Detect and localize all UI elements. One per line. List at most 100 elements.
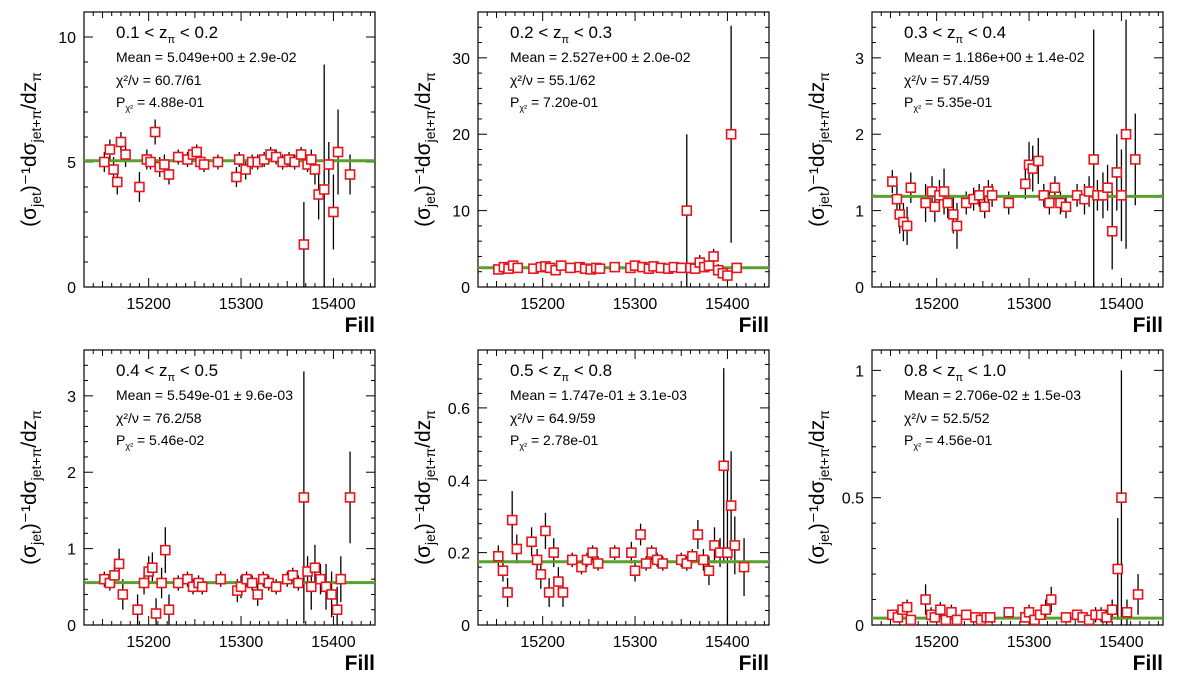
y-tick-label: 1	[855, 204, 864, 221]
data-point	[708, 251, 719, 262]
stat-pvalue: Pχ² = 4.56e-01	[904, 432, 993, 451]
data-point	[506, 514, 518, 526]
title-subscript: π	[168, 34, 176, 46]
data-point	[298, 239, 310, 250]
y-tick-label: 0	[461, 618, 470, 635]
data-point	[565, 262, 576, 274]
data-point	[511, 543, 523, 555]
data-point	[1003, 197, 1015, 209]
data-point	[901, 220, 913, 232]
data-point	[935, 604, 946, 616]
data-point	[120, 149, 131, 160]
ylabel-text: (σ	[412, 545, 435, 565]
ylabel-subscript: jet+π	[422, 109, 438, 143]
p-subscript: χ²	[519, 103, 527, 113]
stat-mean: Mean = 2.527e+00 ± 2.0e-02	[510, 49, 691, 65]
data-point	[1049, 182, 1061, 193]
data-point	[172, 151, 184, 163]
data-point	[722, 547, 733, 558]
x-tick-label: 15200	[126, 634, 171, 651]
data-point	[553, 576, 564, 587]
p-label: P	[116, 94, 125, 110]
data-point	[703, 565, 715, 577]
p-subscript: χ²	[519, 441, 527, 451]
data-point	[703, 260, 715, 271]
data-point	[212, 156, 224, 168]
stat-pvalue: Pχ² = 7.20e-01	[510, 94, 599, 113]
y-tick-label: 0	[461, 280, 470, 297]
data-point	[318, 184, 330, 195]
p-label: P	[116, 432, 125, 448]
data-point	[246, 577, 258, 589]
stat-mean: Mean = 5.049e+00 ± 2.9e-02	[116, 49, 297, 65]
data-point	[309, 562, 321, 574]
data-point	[497, 565, 509, 577]
data-point	[138, 577, 150, 589]
x-axis-title: Fill	[345, 652, 375, 675]
data-point	[344, 169, 356, 180]
data-point	[1088, 154, 1100, 165]
y-axis-title: (σjet)⁻¹dσjet+π/dzπ	[412, 72, 438, 227]
y-tick-label: 0	[855, 280, 864, 297]
x-tick-label: 15200	[520, 634, 565, 651]
data-layer	[478, 25, 769, 287]
stat-mean: Mean = 1.747e-01 ± 3.1e-03	[510, 387, 687, 403]
ylabel-subscript: π	[422, 410, 438, 420]
y-tick-label: 0.5	[842, 491, 864, 508]
data-point	[235, 581, 247, 593]
stat-mean: Mean = 5.549e-01 ± 9.6e-03	[116, 387, 293, 403]
p-value: = 4.88e-01	[133, 94, 204, 110]
stat-pvalue: Pχ² = 5.35e-01	[904, 94, 993, 113]
data-point	[1102, 182, 1113, 193]
data-point	[149, 126, 161, 138]
y-tick-label: 0.2	[448, 546, 470, 563]
title-text: < 0.8	[569, 361, 612, 380]
ylabel-subscript: jet+π	[28, 447, 44, 481]
data-point	[109, 570, 120, 581]
data-point	[332, 146, 344, 158]
p-value: = 7.20e-01	[527, 94, 598, 110]
y-tick-label: 10	[58, 30, 76, 47]
data-point	[1040, 604, 1051, 616]
data-layer	[84, 371, 375, 625]
data-point	[104, 144, 116, 155]
data-point	[675, 262, 687, 274]
data-point	[905, 182, 917, 193]
data-point	[252, 589, 263, 600]
data-point	[1132, 589, 1144, 600]
data-layer	[478, 368, 769, 625]
data-point	[698, 554, 709, 566]
ylabel-subscript: π	[422, 72, 438, 82]
x-tick-label: 15300	[613, 296, 658, 313]
data-point	[947, 209, 959, 220]
ylabel-subscript: jet	[422, 192, 438, 208]
x-tick-label: 15200	[914, 296, 959, 313]
data-point	[335, 573, 347, 585]
data-point	[594, 263, 606, 274]
data-point	[901, 601, 913, 613]
data-point	[681, 205, 693, 216]
y-tick-label: 0	[67, 618, 76, 635]
data-point	[920, 594, 931, 605]
data-point	[725, 128, 737, 140]
p-subscript: χ²	[913, 441, 921, 451]
ylabel-text: /dz	[412, 82, 435, 110]
title-subscript: π	[562, 34, 570, 46]
ylabel-text: (σ	[412, 207, 435, 227]
p-label: P	[904, 94, 913, 110]
data-point	[646, 547, 657, 558]
data-point	[323, 159, 335, 170]
panel-title: 0.2 < zπ < 0.3	[510, 23, 612, 46]
p-value: = 5.35e-01	[921, 94, 992, 110]
x-axis-title: Fill	[1133, 652, 1163, 675]
data-point	[725, 500, 737, 511]
ylabel-text: /dz	[806, 82, 829, 110]
data-point	[156, 577, 167, 589]
ylabel-subscript: jet+π	[816, 447, 832, 481]
ylabel-subscript: π	[28, 72, 44, 82]
data-point	[531, 554, 543, 566]
title-text: 0.5 < z	[510, 361, 562, 380]
y-tick-label: 0.4	[448, 473, 470, 490]
